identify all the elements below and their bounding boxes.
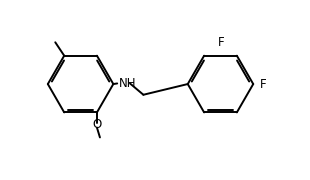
Text: F: F [260,78,266,91]
Text: F: F [218,36,224,49]
Text: O: O [92,118,102,131]
Text: NH: NH [119,77,136,90]
